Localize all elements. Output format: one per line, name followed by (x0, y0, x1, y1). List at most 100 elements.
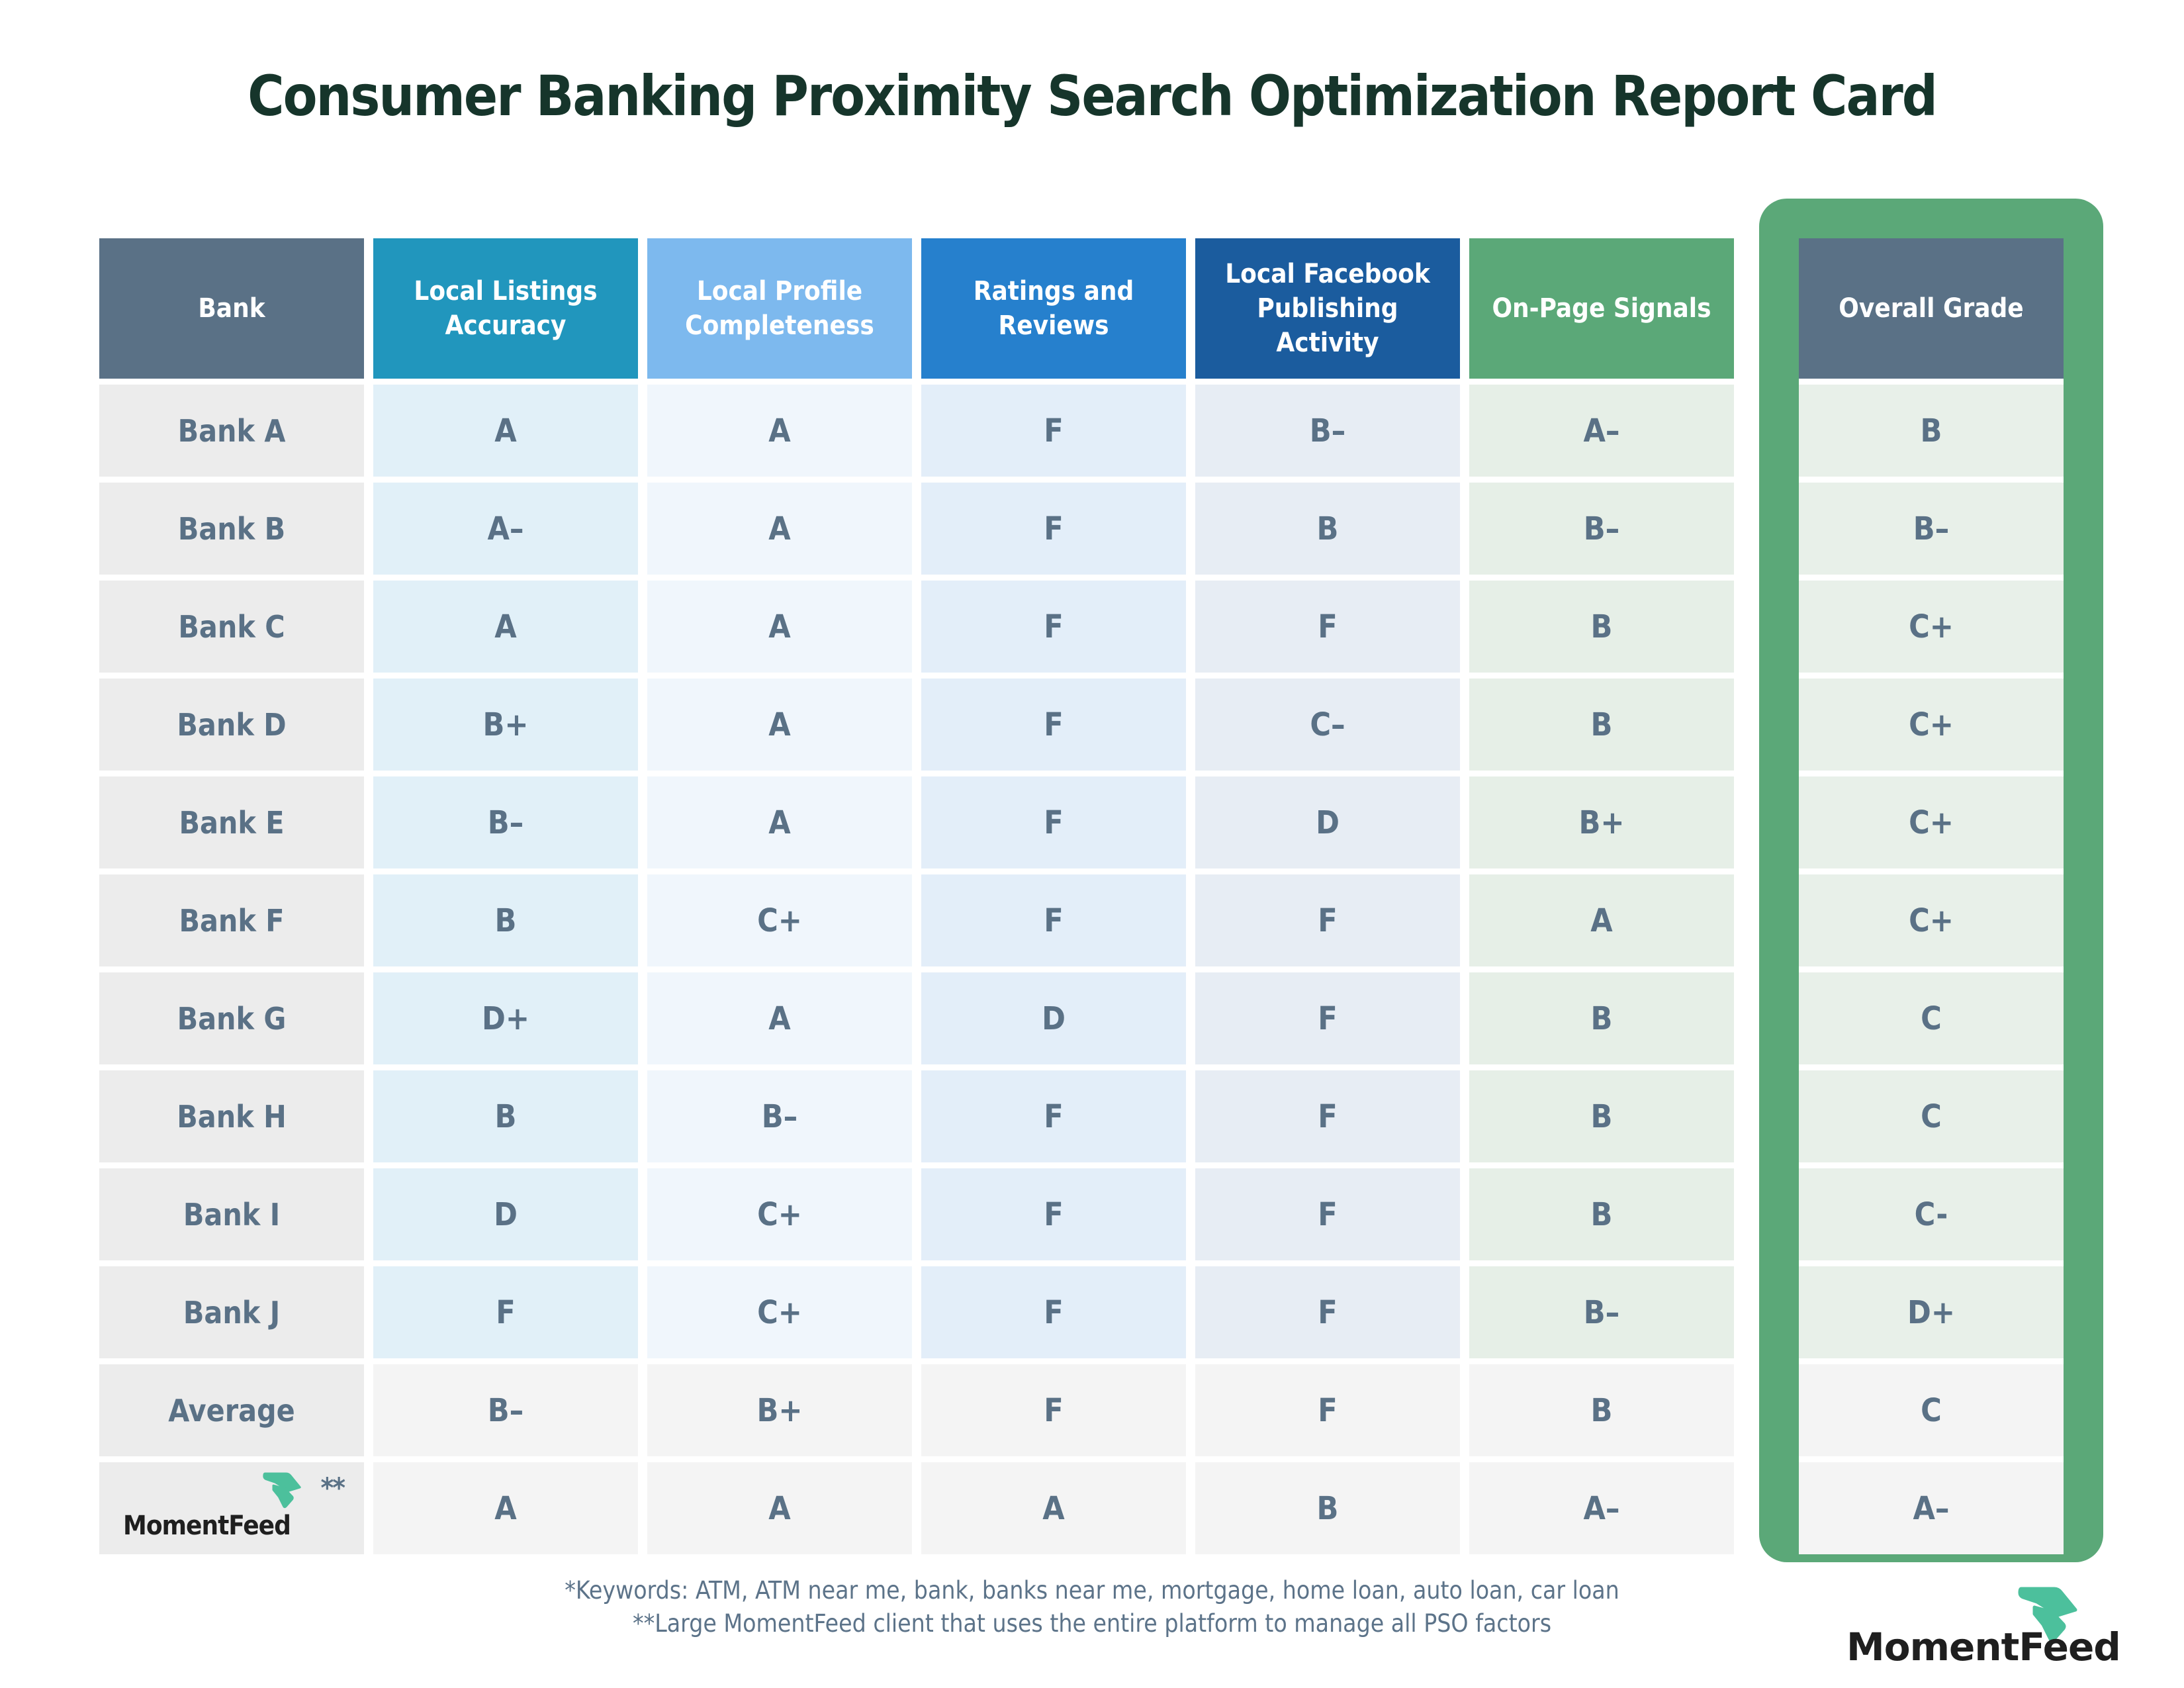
grade-cell-bank-b-local-listings-accuracy: A– (373, 483, 638, 575)
grade-cell-average-local-profile-completeness: B+ (647, 1364, 912, 1456)
grade-cell-bank-i-local-listings-accuracy: D (373, 1168, 638, 1260)
footnotes: *Keywords: ATM, ATM near me, bank, banks… (0, 1574, 2184, 1640)
grade-cell-bank-i-overall-grade: C- (1799, 1168, 2064, 1260)
grade-cell-bank-i-ratings-and-reviews: F (921, 1168, 1186, 1260)
column-header-bank: Bank (99, 238, 364, 379)
grade-cell-bank-g-on-page-signals: B (1469, 972, 1734, 1064)
grade-cell-bank-c-local-profile-completeness: A (647, 581, 912, 673)
grade-cell-bank-a-on-page-signals: A– (1469, 385, 1734, 477)
column-header-ratings-and-reviews: Ratings and Reviews (921, 238, 1186, 379)
grade-cell-bank-g-local-profile-completeness: A (647, 972, 912, 1064)
grade-cell-bank-e-local-profile-completeness: A (647, 776, 912, 868)
grade-cell-bank-a-local-facebook-publishing-activity: B– (1195, 385, 1460, 477)
grade-cell-momentfeed-local-listings-accuracy: A (373, 1462, 638, 1554)
grade-cell-average-local-listings-accuracy: B– (373, 1364, 638, 1456)
momentfeed-row-text: MomentFeed (123, 1511, 291, 1541)
grade-cell-momentfeed-local-facebook-publishing-activity: B (1195, 1462, 1460, 1554)
grade-cell-bank-e-on-page-signals: B+ (1469, 776, 1734, 868)
footnote-momentfeed-client: **Large MomentFeed client that uses the … (632, 1609, 1552, 1638)
grade-cell-bank-a-local-profile-completeness: A (647, 385, 912, 477)
grade-cell-bank-b-on-page-signals: B– (1469, 483, 1734, 575)
page-title: Consumer Banking Proximity Search Optimi… (248, 64, 1938, 128)
grade-cell-average-ratings-and-reviews: F (921, 1364, 1186, 1456)
row-label-bank-g: Bank G (99, 972, 364, 1064)
row-label-bank-h: Bank H (99, 1070, 364, 1162)
grade-cell-bank-d-ratings-and-reviews: F (921, 679, 1186, 771)
grade-cell-bank-d-local-listings-accuracy: B+ (373, 679, 638, 771)
grade-cell-bank-h-ratings-and-reviews: F (921, 1070, 1186, 1162)
grade-cell-bank-c-on-page-signals: B (1469, 581, 1734, 673)
grade-cell-bank-j-overall-grade: D+ (1799, 1266, 2064, 1358)
grade-cell-bank-f-local-profile-completeness: C+ (647, 874, 912, 966)
row-label-average: Average (99, 1364, 364, 1456)
grade-cell-average-local-facebook-publishing-activity: F (1195, 1364, 1460, 1456)
grade-cell-bank-e-local-facebook-publishing-activity: D (1195, 776, 1460, 868)
row-label-bank-e: Bank E (99, 776, 364, 868)
grade-cell-bank-i-on-page-signals: B (1469, 1168, 1734, 1260)
grade-cell-average-overall-grade: C (1799, 1364, 2064, 1456)
grade-cell-bank-b-ratings-and-reviews: F (921, 483, 1186, 575)
grade-cell-bank-g-local-facebook-publishing-activity: F (1195, 972, 1460, 1064)
grade-cell-bank-b-overall-grade: B– (1799, 483, 2064, 575)
momentfeed-brand-icon (2018, 1587, 2077, 1642)
grade-cell-bank-b-local-profile-completeness: A (647, 483, 912, 575)
row-label-bank-a: Bank A (99, 385, 364, 477)
column-header-local-listings-accuracy: Local Listings Accuracy (373, 238, 638, 379)
row-label-bank-i: Bank I (99, 1168, 364, 1260)
grade-cell-average-on-page-signals: B (1469, 1364, 1734, 1456)
grade-cell-bank-j-local-facebook-publishing-activity: F (1195, 1266, 1460, 1358)
column-header-local-facebook-publishing-activity: Local Facebook Publishing Activity (1195, 238, 1460, 379)
grade-cell-bank-j-on-page-signals: B– (1469, 1266, 1734, 1358)
grade-cell-bank-h-on-page-signals: B (1469, 1070, 1734, 1162)
grade-cell-bank-d-local-profile-completeness: A (647, 679, 912, 771)
grade-cell-bank-i-local-profile-completeness: C+ (647, 1168, 912, 1260)
row-label-bank-b: Bank B (99, 483, 364, 575)
grade-cell-momentfeed-local-profile-completeness: A (647, 1462, 912, 1554)
grade-cell-bank-f-on-page-signals: A (1469, 874, 1734, 966)
grade-cell-bank-c-local-listings-accuracy: A (373, 581, 638, 673)
grade-cell-bank-c-overall-grade: C+ (1799, 581, 2064, 673)
grade-cell-bank-c-local-facebook-publishing-activity: F (1195, 581, 1460, 673)
grade-cell-bank-j-local-listings-accuracy: F (373, 1266, 638, 1358)
grade-cell-bank-c-ratings-and-reviews: F (921, 581, 1186, 673)
grade-cell-bank-d-overall-grade: C+ (1799, 679, 2064, 771)
row-label-bank-d: Bank D (99, 679, 364, 771)
grade-cell-bank-g-ratings-and-reviews: D (921, 972, 1186, 1064)
grade-cell-bank-h-local-facebook-publishing-activity: F (1195, 1070, 1460, 1162)
grade-cell-bank-a-local-listings-accuracy: A (373, 385, 638, 477)
grade-cell-bank-f-overall-grade: C+ (1799, 874, 2064, 966)
momentfeed-row-label: ** MomentFeed (99, 1462, 364, 1554)
report-card-table: Bank Local Listings Accuracy Local Profile… (99, 199, 2103, 1562)
grade-cell-bank-g-overall-grade: C (1799, 972, 2064, 1064)
grade-cell-momentfeed-ratings-and-reviews: A (921, 1462, 1186, 1554)
column-header-overall-grade: Overall Grade (1799, 238, 2064, 379)
momentfeed-footnote-marker: ** (320, 1472, 345, 1504)
grade-cell-momentfeed-on-page-signals: A– (1469, 1462, 1734, 1554)
momentfeed-flag-icon (263, 1472, 301, 1509)
grade-cell-bank-h-local-listings-accuracy: B (373, 1070, 638, 1162)
momentfeed-brand: MomentFeed (1846, 1583, 2121, 1669)
column-header-local-profile-completeness: Local Profile Completeness (647, 238, 912, 379)
grade-cell-bank-j-local-profile-completeness: C+ (647, 1266, 912, 1358)
grade-cell-bank-d-local-facebook-publishing-activity: C– (1195, 679, 1460, 771)
grade-cell-bank-e-overall-grade: C+ (1799, 776, 2064, 868)
grade-cell-bank-g-local-listings-accuracy: D+ (373, 972, 638, 1064)
column-header-on-page-signals: On-Page Signals (1469, 238, 1734, 379)
grade-cell-bank-b-local-facebook-publishing-activity: B (1195, 483, 1460, 575)
grade-cell-bank-a-ratings-and-reviews: F (921, 385, 1186, 477)
grade-cell-bank-j-ratings-and-reviews: F (921, 1266, 1186, 1358)
grade-cell-bank-i-local-facebook-publishing-activity: F (1195, 1168, 1460, 1260)
footnote-keywords: *Keywords: ATM, ATM near me, bank, banks… (565, 1576, 1619, 1605)
grade-cell-bank-h-overall-grade: C (1799, 1070, 2064, 1162)
row-label-bank-f: Bank F (99, 874, 364, 966)
grade-cell-bank-f-local-facebook-publishing-activity: F (1195, 874, 1460, 966)
grade-cell-bank-f-local-listings-accuracy: B (373, 874, 638, 966)
grade-cell-bank-d-on-page-signals: B (1469, 679, 1734, 771)
grade-cell-bank-a-overall-grade: B (1799, 385, 2064, 477)
grade-cell-momentfeed-overall-grade: A– (1799, 1462, 2064, 1554)
grade-cell-bank-h-local-profile-completeness: B– (647, 1070, 912, 1162)
grade-cell-bank-f-ratings-and-reviews: F (921, 874, 1186, 966)
momentfeed-brand-text: MomentFeed (1846, 1624, 2121, 1669)
row-label-momentfeed: ** MomentFeed (99, 1462, 364, 1554)
row-label-bank-c: Bank C (99, 581, 364, 673)
